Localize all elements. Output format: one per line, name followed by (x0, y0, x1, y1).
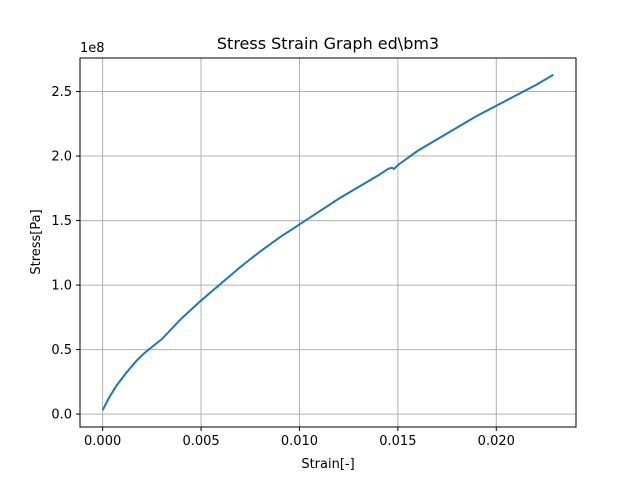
y-tick-label: 2.0 (51, 150, 72, 165)
x-tick-label: 0.020 (478, 434, 515, 449)
x-tick-label: 0.000 (84, 434, 121, 449)
plot-frame (79, 57, 577, 428)
y-tick-label: 1.5 (51, 214, 72, 229)
y-tick-label: 0.0 (51, 408, 72, 423)
x-tick-label: 0.010 (281, 434, 318, 449)
y-offset-text: 1e8 (80, 41, 105, 56)
x-axis-label: Strain[-] (301, 457, 354, 472)
x-tick-label: 0.015 (379, 434, 416, 449)
chart-title: Stress Strain Graph ed\bm3 (217, 34, 439, 53)
axis-ticks: 0.000 0.005 0.010 0.015 0.020 0.0 0.5 1.0 1.5 2.0… (51, 85, 515, 449)
y-axis-label: Stress[Pa] (29, 209, 44, 274)
y-tick-label: 0.5 (51, 343, 72, 358)
stress-strain-line (101, 73, 554, 411)
x-tick-label: 0.005 (182, 434, 219, 449)
grid (80, 58, 576, 427)
y-tick-label: 1.0 (51, 279, 72, 294)
y-tick-label: 2.5 (51, 85, 72, 100)
